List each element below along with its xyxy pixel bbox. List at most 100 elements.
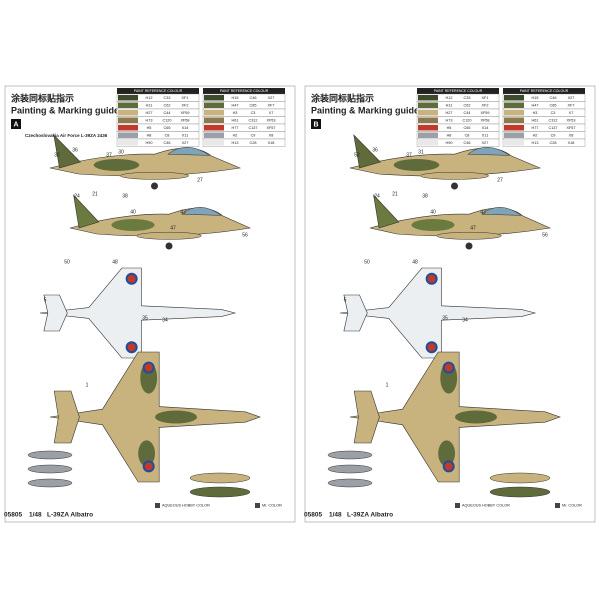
paint-code: H5 bbox=[447, 126, 452, 130]
color-swatch bbox=[118, 132, 138, 138]
paint-code: X18 bbox=[568, 141, 575, 145]
part-callout: 48 bbox=[412, 259, 418, 265]
paint-code: X7 bbox=[269, 111, 274, 115]
part-callout: 36 bbox=[72, 147, 78, 153]
part-callout: 31 bbox=[418, 149, 424, 155]
brand-label: Mr. COLOR bbox=[262, 504, 282, 508]
color-swatch bbox=[204, 110, 224, 116]
table-row bbox=[202, 138, 286, 147]
camo-patch bbox=[155, 410, 197, 424]
paint-code: X27 bbox=[182, 141, 189, 145]
paint-code: H90 bbox=[146, 141, 153, 145]
paint-code: C120 bbox=[462, 119, 471, 123]
color-swatch bbox=[204, 102, 224, 108]
paint-code: C46 bbox=[550, 96, 557, 100]
part-callout: 35 bbox=[442, 315, 448, 321]
roundel bbox=[442, 361, 455, 374]
title-english: Painting & Marking guide bbox=[311, 105, 419, 115]
paint-code: C62 bbox=[464, 104, 471, 108]
paint-code: H12 bbox=[146, 96, 153, 100]
variant-letter: B bbox=[313, 121, 318, 128]
kit-code: 05805 bbox=[304, 512, 322, 519]
roundel bbox=[442, 460, 455, 473]
brand-badge bbox=[255, 503, 260, 508]
weapon-part bbox=[327, 450, 373, 460]
camo-patch bbox=[411, 219, 455, 231]
roundel bbox=[425, 341, 438, 354]
paint-code: XF53 bbox=[266, 119, 275, 123]
color-swatch bbox=[504, 140, 524, 146]
color-swatch bbox=[418, 125, 438, 131]
paint-code: H3 bbox=[533, 111, 538, 115]
weapon-part bbox=[27, 478, 73, 488]
paint-code: C85 bbox=[250, 104, 257, 108]
table-header: PAINT REFERENCE COLOUR bbox=[134, 89, 183, 93]
wing-tank bbox=[436, 231, 502, 240]
color-swatch bbox=[204, 140, 224, 146]
paint-code: C312 bbox=[248, 119, 257, 123]
paint-code: H3 bbox=[233, 111, 238, 115]
part-callout: 47 bbox=[470, 225, 476, 231]
paint-code: XF57 bbox=[266, 126, 275, 130]
variant-letter: A bbox=[13, 121, 18, 128]
table-header-bg bbox=[203, 88, 285, 94]
paint-code: C65 bbox=[464, 126, 471, 130]
table-header-bg bbox=[117, 88, 199, 94]
color-swatch bbox=[118, 125, 138, 131]
aircraft-stabilizer bbox=[43, 294, 68, 332]
roundel bbox=[142, 361, 155, 374]
color-swatch bbox=[204, 117, 224, 123]
part-callout: 34 bbox=[162, 317, 168, 323]
canopy bbox=[480, 207, 523, 216]
brand-badge bbox=[155, 503, 160, 508]
table-row bbox=[502, 138, 586, 147]
paint-code: C62 bbox=[164, 104, 171, 108]
part-callout: 37 bbox=[406, 152, 412, 158]
part-callout: 1 bbox=[86, 382, 89, 388]
paint-code: C46 bbox=[250, 96, 257, 100]
table-row bbox=[416, 138, 500, 147]
color-swatch bbox=[504, 102, 524, 108]
paint-code: XF53 bbox=[566, 119, 575, 123]
kit-scale: 1/48 bbox=[329, 512, 342, 519]
paint-code: H27 bbox=[146, 111, 153, 115]
table-header: PAINT REFERENCE COLOUR bbox=[220, 89, 269, 93]
color-swatch bbox=[418, 117, 438, 123]
paint-code: H8 bbox=[447, 134, 452, 138]
paint-code: X27 bbox=[268, 96, 275, 100]
part-callout: 50 bbox=[364, 259, 370, 265]
paint-code: C137 bbox=[248, 126, 257, 130]
camo-patch bbox=[438, 440, 455, 467]
wing-tank bbox=[120, 171, 189, 180]
part-callout: 32 bbox=[54, 152, 60, 158]
color-swatch bbox=[118, 140, 138, 146]
table-header-bg bbox=[417, 88, 499, 94]
color-swatch bbox=[204, 132, 224, 138]
title-chinese: 涂装同标贴指示 bbox=[311, 92, 374, 103]
part-callout: 36 bbox=[372, 147, 378, 153]
canopy bbox=[180, 207, 223, 216]
drop-tank bbox=[189, 472, 251, 484]
wheel bbox=[465, 242, 473, 250]
kit-scale: 1/48 bbox=[29, 512, 42, 519]
part-callout: 52 bbox=[354, 152, 360, 158]
color-swatch bbox=[204, 125, 224, 131]
paint-code: XF57 bbox=[566, 126, 575, 130]
paint-code: X11 bbox=[482, 134, 488, 138]
camo-patch bbox=[455, 410, 497, 424]
color-swatch bbox=[504, 125, 524, 131]
paint-code: C9 bbox=[251, 134, 256, 138]
aircraft-stabilizer bbox=[353, 390, 380, 444]
aircraft-planform bbox=[39, 267, 237, 359]
paint-code: H11 bbox=[146, 104, 153, 108]
paint-code: H8 bbox=[147, 134, 152, 138]
paint-code: H73 bbox=[446, 119, 453, 123]
part-callout: 56 bbox=[542, 232, 548, 238]
paint-code: C3 bbox=[251, 111, 256, 115]
roundel bbox=[425, 272, 438, 285]
part-callout: 43 bbox=[180, 209, 186, 215]
color-swatch bbox=[418, 110, 438, 116]
paint-code: XF58 bbox=[180, 119, 189, 123]
part-callout: 38 bbox=[122, 193, 128, 199]
